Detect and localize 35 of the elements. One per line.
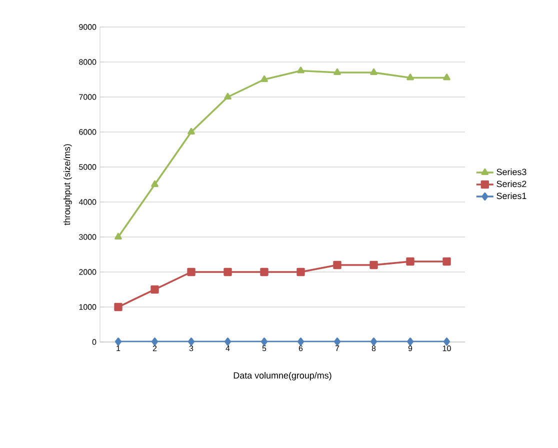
point	[224, 268, 232, 276]
point	[114, 338, 122, 346]
x-axis-title: Data volumne(group/ms)	[234, 372, 332, 380]
point	[370, 338, 378, 346]
point	[370, 260, 378, 270]
point	[260, 268, 268, 276]
point	[151, 180, 158, 187]
point	[188, 128, 195, 134]
legend-label: Series2	[496, 180, 526, 188]
legend-label: Series1	[496, 192, 526, 200]
point	[150, 285, 159, 294]
point	[443, 338, 450, 346]
point	[297, 66, 304, 74]
point	[260, 338, 268, 346]
point	[406, 338, 414, 346]
point	[224, 92, 232, 100]
legend-label: Series3	[496, 168, 526, 176]
point	[370, 68, 378, 75]
y-axis-title: throughput (size/ms)	[64, 144, 72, 226]
point	[443, 74, 450, 80]
point	[224, 338, 232, 346]
point	[442, 257, 451, 266]
point	[406, 74, 414, 80]
point	[334, 68, 341, 75]
point	[297, 338, 304, 346]
point	[151, 338, 158, 346]
point	[333, 260, 342, 270]
point	[296, 268, 305, 276]
point	[406, 257, 414, 266]
point	[114, 232, 122, 240]
point	[188, 338, 195, 346]
point	[260, 75, 268, 82]
point	[187, 268, 196, 276]
point	[334, 338, 341, 346]
point	[114, 302, 122, 312]
